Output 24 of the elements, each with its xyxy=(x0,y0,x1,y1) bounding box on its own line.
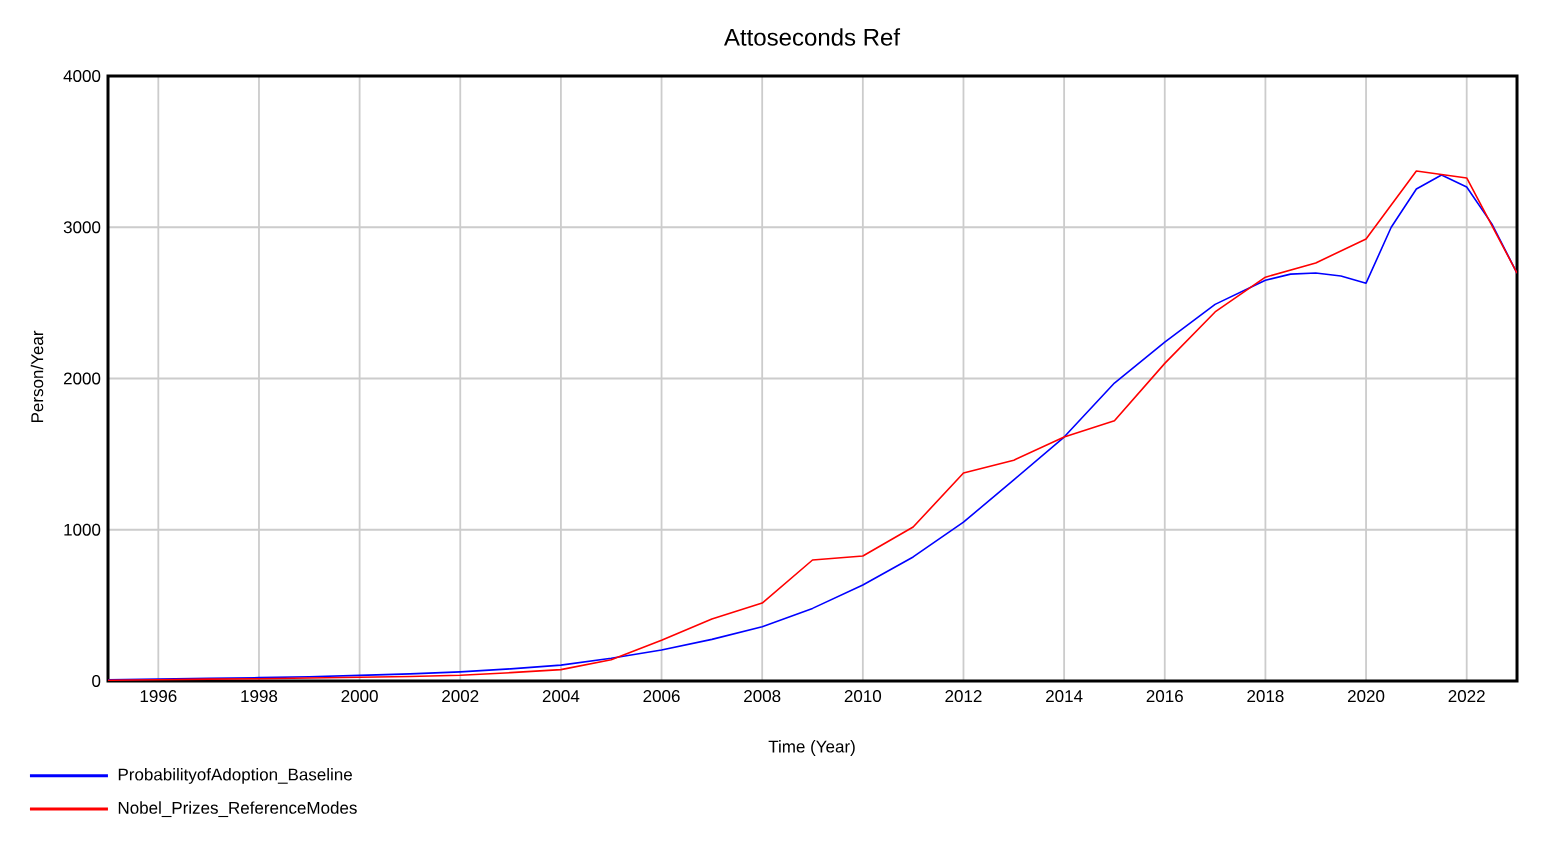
x-tick-label: 2002 xyxy=(442,690,479,703)
legend-label: Nobel_Prizes_ReferenceModes xyxy=(118,801,357,818)
x-tick-label: 2010 xyxy=(844,690,882,703)
y-tick-label: 3000 xyxy=(63,221,101,234)
y-axis-title: Person/Year xyxy=(30,330,44,423)
x-tick-label: 2018 xyxy=(1247,690,1284,703)
legend-label: ProbabilityofAdoption_Baseline xyxy=(118,768,352,784)
y-tick-label: 4000 xyxy=(63,69,101,82)
y-tick-label: 1000 xyxy=(64,523,101,536)
x-tick-label: 1996 xyxy=(140,690,177,703)
x-axis-title: Time (Year) xyxy=(768,740,855,756)
x-tick-label: 2008 xyxy=(744,690,781,703)
x-tick-label: 2004 xyxy=(542,690,580,703)
x-tick-label: 2022 xyxy=(1448,690,1485,703)
x-tick-label: 2006 xyxy=(643,690,680,703)
x-tick-label: 2012 xyxy=(945,690,982,703)
chart-title: Attoseconds Ref xyxy=(724,28,901,46)
x-tick-label: 2014 xyxy=(1046,690,1083,703)
x-tick-label: 2000 xyxy=(341,690,378,703)
x-tick-label: 1998 xyxy=(241,690,278,703)
y-tick-label: 0 xyxy=(92,674,101,687)
x-tick-label: 2020 xyxy=(1347,690,1385,703)
y-tick-label: 2000 xyxy=(63,372,101,385)
x-tick-label: 2016 xyxy=(1146,690,1183,703)
